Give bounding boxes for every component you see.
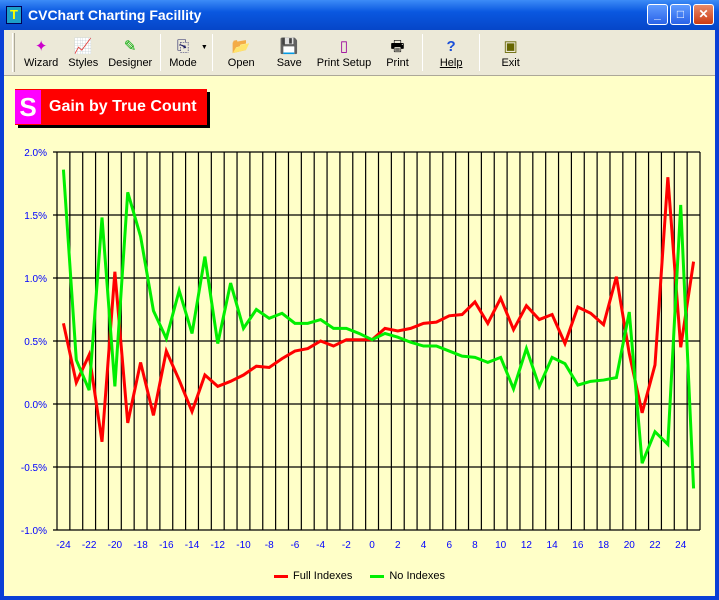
styles-button[interactable]: 📈 Styles [68, 37, 99, 69]
help-button[interactable]: ? Help [439, 37, 463, 69]
y-tick-label: -0.5% [21, 463, 47, 474]
x-tick-label: -22 [82, 540, 97, 551]
wizard-button[interactable]: ✦ Wizard [24, 37, 59, 69]
legend-item-full-indexes: Full Indexes [274, 570, 352, 582]
x-tick-label: 8 [472, 540, 478, 551]
x-tick-label: 0 [369, 540, 375, 551]
y-tick-label: 1.5% [24, 211, 47, 222]
x-tick-label: 20 [624, 540, 636, 551]
series-line-full-indexes [61, 177, 696, 443]
wand-icon: ✦ [34, 37, 48, 55]
x-tick-label: 18 [598, 540, 610, 551]
x-tick-label: -24 [56, 540, 71, 551]
printer-icon: 🖶 [390, 37, 405, 55]
maximize-button[interactable]: □ [670, 4, 691, 25]
x-tick-label: 6 [446, 540, 452, 551]
x-tick-label: -12 [211, 540, 226, 551]
toolbar: ✦ Wizard 📈 Styles ✎ Designer ⎘ Mode ▼ 📂 Open 💾… [4, 30, 715, 76]
x-tick-label: 12 [521, 540, 533, 551]
x-tick-label: 16 [572, 540, 584, 551]
folder-open-icon: 📂 [231, 37, 251, 55]
toolbar-separator [421, 34, 423, 71]
toolbar-separator [479, 34, 481, 71]
toolbar-separator [160, 34, 162, 71]
chart-title-banner: S Gain by True Count [15, 89, 207, 125]
x-tick-label: -14 [185, 540, 200, 551]
x-tick-label: -10 [236, 540, 251, 551]
floppy-icon: 💾 [279, 37, 299, 55]
x-tick-label: 10 [495, 540, 507, 551]
print-setup-button[interactable]: ▯ Print Setup [316, 37, 372, 69]
x-tick-label: 4 [421, 540, 427, 551]
exit-icon: ▣ [503, 37, 518, 55]
y-tick-label: 2.0% [24, 148, 47, 159]
exit-button[interactable]: ▣ Exit [501, 37, 520, 69]
x-tick-label: -2 [342, 540, 351, 551]
pen-icon: ✎ [123, 37, 137, 55]
y-tick-label: 0.0% [24, 400, 47, 411]
x-tick-label: -20 [108, 540, 123, 551]
dropdown-arrow-icon[interactable]: ▼ [200, 44, 208, 51]
designer-button[interactable]: ✎ Designer [108, 37, 153, 69]
x-tick-label: -16 [159, 540, 174, 551]
y-tick-label: 0.5% [24, 337, 47, 348]
x-tick-label: -8 [265, 540, 274, 551]
x-tick-label: 2 [395, 540, 401, 551]
title-bar: T CVChart Charting Facillity _ □ ✕ [0, 0, 719, 30]
x-tick-label: -4 [316, 540, 325, 551]
x-tick-label: -18 [133, 540, 148, 551]
x-tick-label: 24 [675, 540, 687, 551]
y-tick-label: -1.0% [21, 526, 47, 537]
mode-button[interactable]: ⎘ Mode ▼ [169, 37, 208, 69]
x-tick-label: 14 [547, 540, 559, 551]
series-line-no-indexes [61, 169, 696, 489]
chart-title: Gain by True Count [49, 98, 197, 115]
y-tick-label: 1.0% [24, 274, 47, 285]
app-icon: T [6, 6, 22, 24]
page-setup-icon: ▯ [339, 37, 349, 55]
toolbar-separator [211, 34, 213, 71]
chart-styles-icon: 📈 [73, 37, 93, 55]
x-tick-label: -6 [290, 540, 299, 551]
save-button[interactable]: 💾 Save [276, 37, 302, 69]
minimize-button[interactable]: _ [647, 4, 668, 25]
open-button[interactable]: 📂 Open [227, 37, 255, 69]
copy-icon: ⎘ [176, 37, 189, 55]
legend-item-no-indexes: No Indexes [370, 570, 445, 582]
help-icon: ? [446, 37, 456, 55]
window-title: CVChart Charting Facillity [28, 7, 202, 23]
cv-logo-icon: S [15, 90, 41, 124]
toolbar-grip[interactable] [12, 33, 15, 72]
x-tick-label: 22 [649, 540, 661, 551]
legend: Full Indexes No Indexes [0, 570, 719, 582]
print-button[interactable]: 🖶 Print [386, 37, 409, 69]
close-button[interactable]: ✕ [693, 4, 714, 25]
